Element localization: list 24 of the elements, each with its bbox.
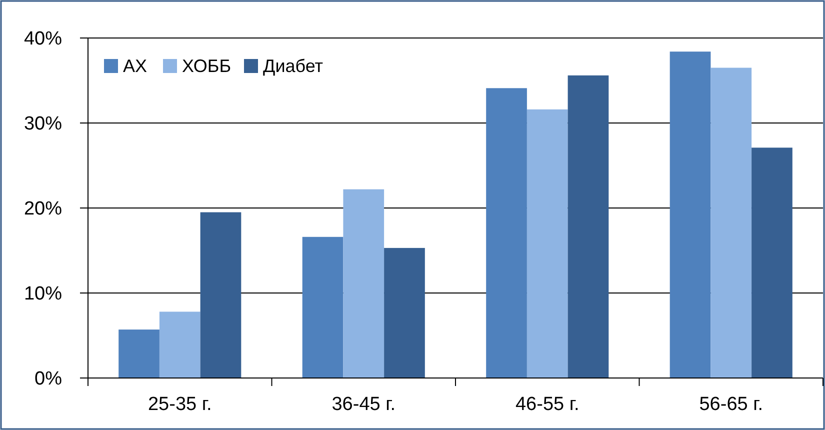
legend-label: ХОББ <box>182 56 232 76</box>
x-tick-label: 36-45 г. <box>332 394 396 415</box>
y-tick-label: 30% <box>24 114 62 135</box>
bar <box>302 236 344 378</box>
bar <box>568 75 609 378</box>
bar <box>159 312 200 378</box>
bar <box>384 248 425 378</box>
bar <box>752 148 792 378</box>
y-tick-label: 0% <box>34 368 62 390</box>
y-tick-label: 10% <box>24 284 62 305</box>
x-tick-label: 46-55 г. <box>515 394 580 415</box>
bar <box>118 330 160 378</box>
y-tick-label: 40% <box>24 28 62 50</box>
bar <box>710 68 752 378</box>
bar <box>526 109 568 378</box>
legend-label: Диабет <box>263 56 324 76</box>
bar <box>200 212 242 378</box>
bar <box>670 52 711 378</box>
legend-label: АХ <box>123 56 148 76</box>
x-tick-label: 25-35 г. <box>148 394 212 415</box>
x-tick-label: 56-65 г. <box>699 394 764 415</box>
y-tick-label: 20% <box>24 198 62 220</box>
bar <box>486 88 527 378</box>
bar <box>343 189 384 378</box>
